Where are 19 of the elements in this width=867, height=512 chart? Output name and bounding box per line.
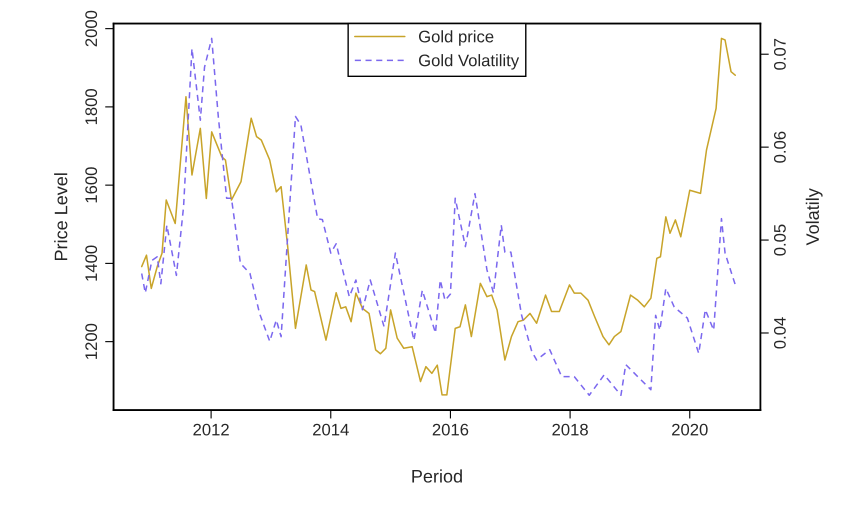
y2-tick-label: 0.07 xyxy=(774,38,786,70)
y-tick-label: 1200 xyxy=(85,324,98,359)
y-tick-label: 2000 xyxy=(85,10,98,46)
y2-tick-label: 0.05 xyxy=(774,224,786,256)
x-axis-title: Period xyxy=(412,469,462,483)
y-tick-label: 1600 xyxy=(85,167,98,202)
y2-tick-label: 0.04 xyxy=(774,317,786,349)
y-tick-label: 1800 xyxy=(85,89,98,124)
x-tick-label: 2014 xyxy=(313,424,349,436)
y2-axis-title: Volatily xyxy=(806,188,823,246)
x-tick-label: 2020 xyxy=(672,424,708,436)
legend-label: Gold Volatility xyxy=(418,54,520,70)
y2-tick-label: 0.06 xyxy=(774,132,786,163)
y-axis-title: Price Level xyxy=(54,173,68,260)
legend-label: Gold price xyxy=(418,30,494,46)
x-tick-label: 2016 xyxy=(432,424,468,436)
x-tick-label: 2012 xyxy=(193,424,229,436)
y-tick-label: 1400 xyxy=(85,246,98,281)
x-tick-label: 2018 xyxy=(552,424,588,436)
